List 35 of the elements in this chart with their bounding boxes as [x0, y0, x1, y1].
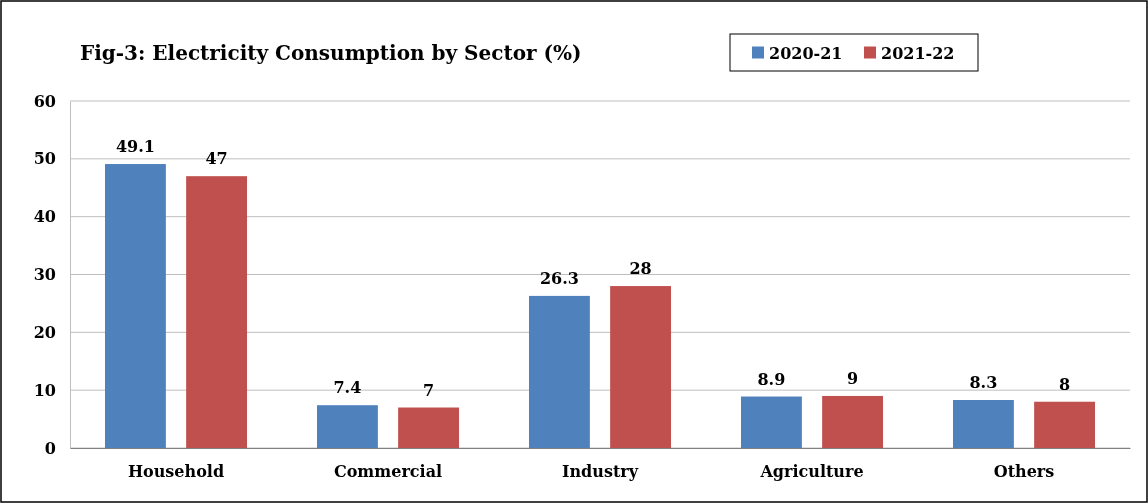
data-label: 28 — [629, 259, 652, 279]
bar — [610, 286, 672, 448]
x-tick-label: Others — [993, 462, 1055, 482]
bar — [186, 176, 248, 448]
y-tick-label: 0 — [44, 438, 56, 458]
data-label: 49.1 — [115, 137, 155, 157]
bar — [528, 295, 590, 448]
y-tick-label: 40 — [33, 207, 56, 227]
data-label: 7 — [423, 380, 435, 400]
legend-label: 2020-21 — [769, 43, 843, 63]
data-label: 26.3 — [539, 268, 579, 288]
x-tick-label: Agriculture — [759, 462, 864, 482]
y-tick-label: 20 — [33, 322, 56, 342]
bar — [1034, 401, 1096, 448]
data-label: 47 — [205, 149, 228, 169]
legend-label: 2021-22 — [881, 43, 955, 63]
bar — [740, 396, 802, 448]
data-label: 7.4 — [333, 378, 362, 398]
y-tick-label: 30 — [33, 265, 56, 285]
bar — [822, 395, 884, 448]
chart-title: Fig-3: Electricity Consumption by Sector (%) — [80, 41, 582, 65]
bar — [398, 407, 460, 448]
y-tick-label: 50 — [33, 149, 56, 169]
x-tick-label: Industry — [561, 462, 639, 482]
x-tick-label: Commercial — [333, 462, 443, 482]
data-label: 8.9 — [757, 369, 786, 389]
data-label: 9 — [847, 368, 859, 388]
bar — [104, 164, 166, 448]
x-tick-label: Household — [127, 462, 225, 482]
bar — [316, 405, 378, 448]
y-tick-label: 60 — [33, 91, 56, 111]
y-tick-label: 10 — [33, 380, 56, 400]
data-label: 8 — [1059, 374, 1071, 394]
bar — [952, 400, 1014, 448]
data-label: 8.3 — [969, 373, 998, 392]
